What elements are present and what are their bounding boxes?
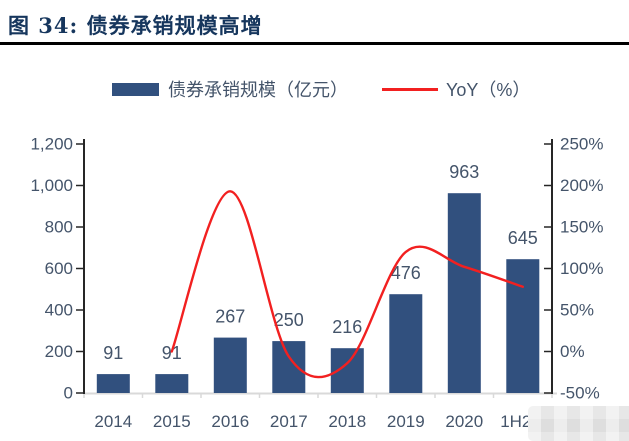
- bar-series-swatch-icon: [112, 82, 159, 96]
- bar-2016: [213, 337, 247, 393]
- bar-2019: [389, 294, 423, 393]
- bar-value-label: 963: [449, 162, 479, 182]
- x-axis-label-2020: 2020: [445, 412, 483, 431]
- bar-value-label: 91: [162, 343, 182, 363]
- right-axis-tick-label: 200%: [560, 176, 603, 195]
- right-axis-tick-label: 150%: [560, 218, 603, 237]
- legend-label-bar-series: 债券承销规模（亿元）: [168, 80, 348, 100]
- right-axis-tick-label: 100%: [560, 259, 603, 278]
- bar-value-label: 216: [332, 317, 362, 337]
- legend-item-line-series: YoY（%）: [382, 76, 530, 102]
- bar-value-label: 267: [215, 307, 245, 327]
- bar-1H2: [506, 259, 540, 393]
- left-axis-tick-label: 0: [64, 384, 73, 403]
- left-axis-tick-label: 1,000: [30, 176, 73, 195]
- line-series-swatch-icon: [382, 87, 438, 91]
- x-axis-label-2016: 2016: [211, 412, 249, 431]
- bar-value-label: 250: [274, 310, 304, 330]
- bar-value-label: 91: [103, 343, 123, 363]
- bar-2014: [96, 374, 130, 393]
- chart-legend: 债券承销规模（亿元） YoY（%）: [0, 76, 629, 102]
- blurred-watermark-patch: [528, 406, 629, 441]
- bar-2020: [447, 193, 481, 393]
- x-axis-label-2018: 2018: [328, 412, 366, 431]
- legend-item-bar-series: 债券承销规模（亿元）: [112, 76, 348, 102]
- right-axis-tick-label: 0%: [560, 342, 585, 361]
- right-axis-tick-label: 250%: [560, 135, 603, 154]
- figure-title: 图 34: 债券承销规模高增: [8, 13, 263, 38]
- right-axis-tick-label: -50%: [560, 384, 600, 403]
- bar-value-label: 476: [391, 263, 421, 283]
- x-axis-label-2017: 2017: [270, 412, 308, 431]
- left-axis-tick-label: 200: [45, 342, 73, 361]
- x-axis-label-1H2: 1H2: [500, 412, 531, 431]
- yoy-line: [170, 190, 524, 379]
- left-axis-tick-label: 400: [45, 301, 73, 320]
- right-axis-tick-label: 50%: [560, 301, 594, 320]
- bar-value-label: 645: [508, 228, 538, 248]
- x-axis-label-2019: 2019: [387, 412, 425, 431]
- x-axis-label-2015: 2015: [153, 412, 191, 431]
- left-axis-tick-label: 800: [45, 218, 73, 237]
- bar-2017: [272, 341, 306, 393]
- figure-title-bar: 图 34: 债券承销规模高增: [0, 0, 629, 45]
- left-axis-tick-label: 1,200: [30, 135, 73, 154]
- legend-label-line-series: YoY（%）: [446, 80, 531, 100]
- bar-2015: [155, 374, 189, 393]
- x-axis-label-2014: 2014: [94, 412, 132, 431]
- left-axis-tick-label: 600: [45, 259, 73, 278]
